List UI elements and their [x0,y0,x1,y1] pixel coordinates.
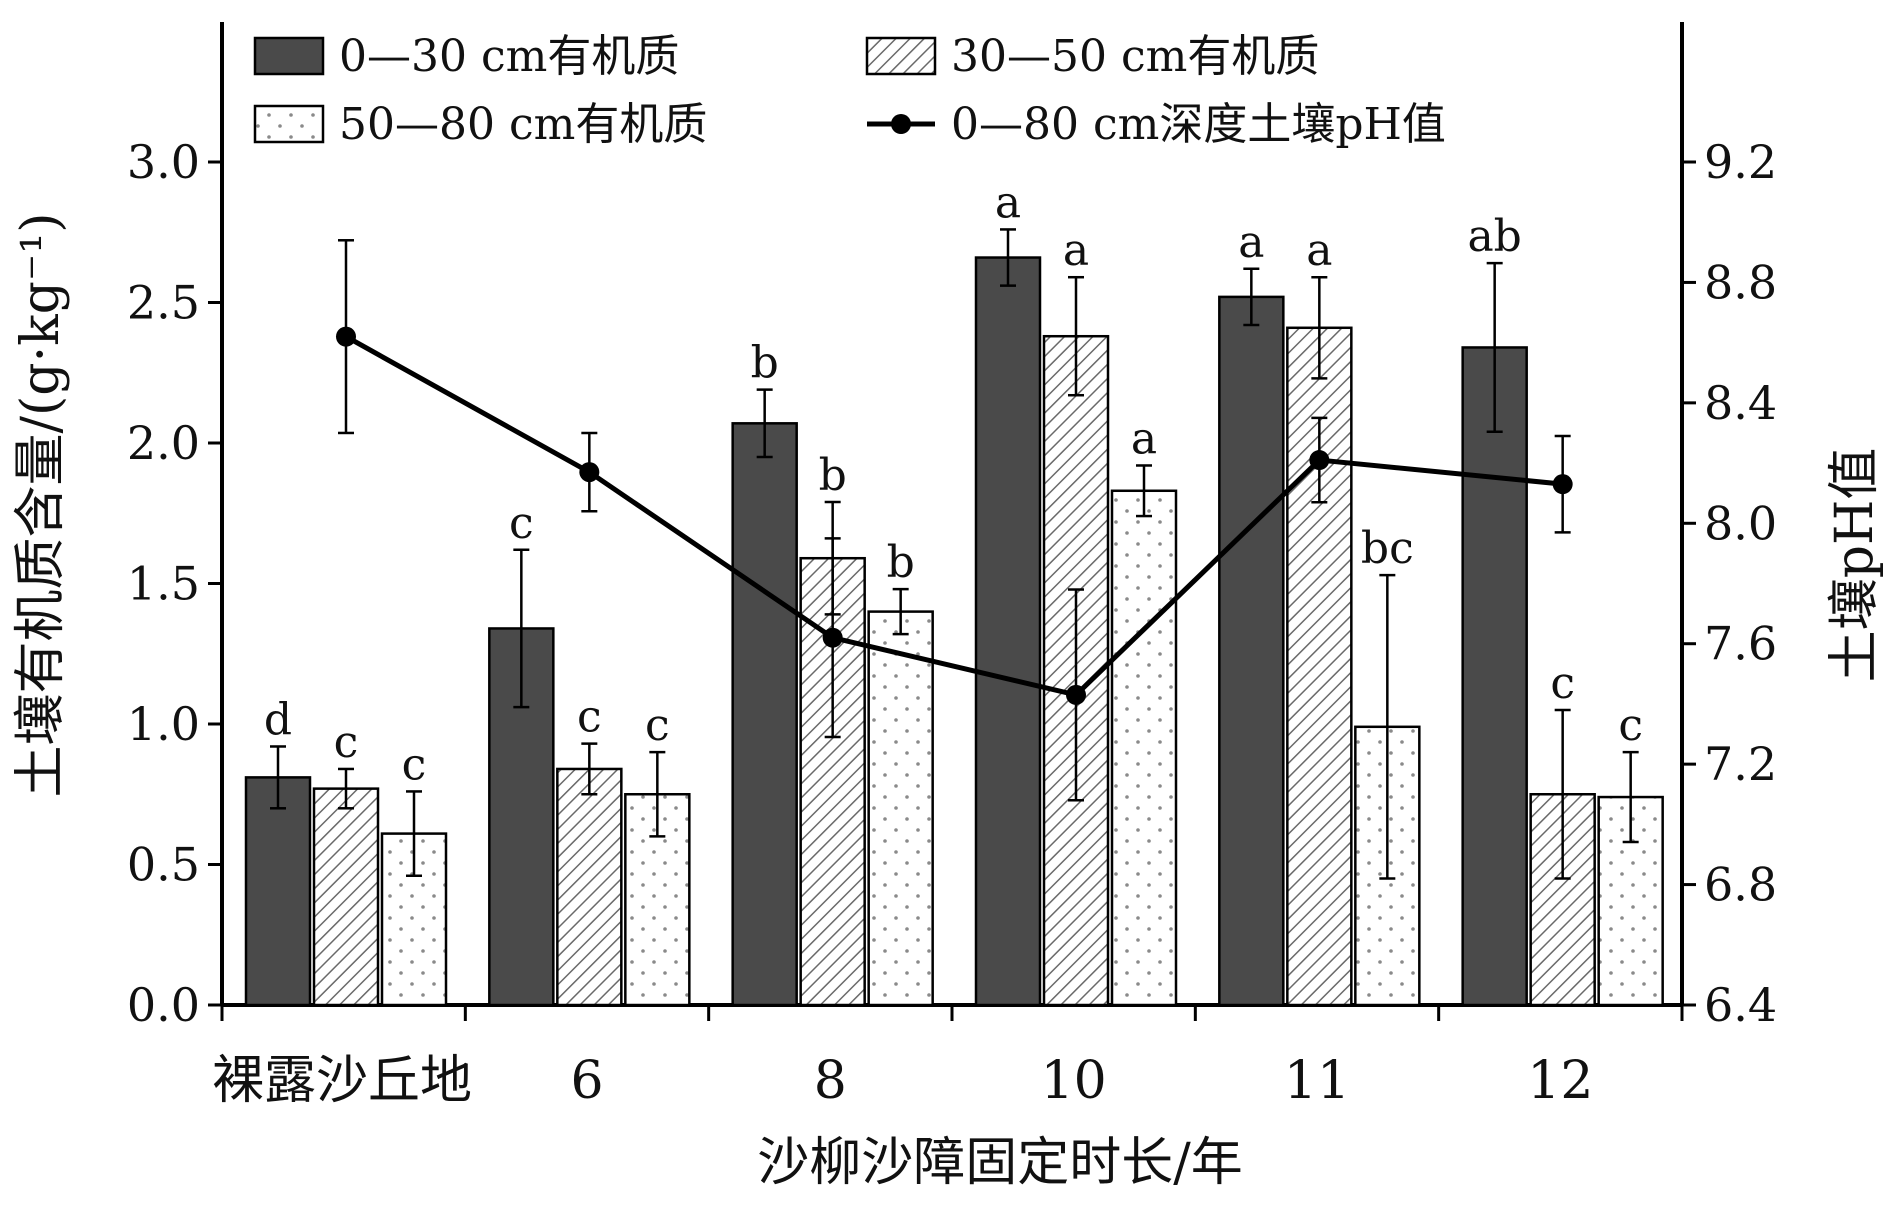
legend-label: 30—50 cm有机质 [951,31,1319,82]
y-tick-label: 1.5 [127,557,200,611]
significance-letter: b [887,537,915,588]
y-tick-label: 0.5 [127,838,200,892]
legend-label: 0—80 cm深度土壤pH值 [951,99,1446,150]
y-tick-label: 2.0 [127,416,200,470]
y2-axis-title: 土壤pH值 [1825,448,1885,683]
ph-point [1309,450,1330,471]
ph-point [336,326,356,347]
y-tick-label: 1.0 [127,697,200,751]
significance-letter: a [1063,225,1089,276]
x-axis-title: 沙柳沙障固定时长/年 [757,1133,1243,1193]
y2-tick-label: 7.2 [1704,737,1777,791]
ph-point [822,627,843,648]
bar [1110,489,1178,1007]
y-axis-title: 土壤有机质含量/(g·kg⁻¹) [11,212,71,797]
plot-area: 0.0 0.5 1.0 1.5 2.0 2.5 3.0 6.4 6.8 7.2 7.6 8.0 8.4 8… [127,22,1777,1111]
significance-letter: bc [1361,523,1414,574]
bar [731,422,798,1007]
y2-tick-label: 8.8 [1704,255,1777,309]
significance-letter: b [751,338,779,389]
significance-letter: c [645,700,670,751]
significance-letter: a [995,177,1021,228]
bar [556,767,623,1007]
significance-letter: a [1306,225,1332,276]
legend-label: 50—80 cm有机质 [339,99,707,150]
y2-tick-label: 8.0 [1704,496,1777,550]
x-tick-label: 12 [1527,1051,1593,1111]
bar [974,256,1042,1007]
significance-letter: d [264,694,292,745]
y-tick-label: 3.0 [127,135,200,189]
bar [867,610,934,1007]
significance-letter: ab [1467,211,1521,262]
bar [1218,295,1285,1007]
legend-label: 0—30 cm有机质 [339,31,679,82]
y2-tick-label: 6.4 [1704,978,1777,1032]
bar [312,787,380,1007]
x-tick-label: 10 [1041,1051,1107,1111]
legend-swatch [253,104,325,144]
significance-letter: c [334,717,359,768]
y2-tick-label: 7.6 [1704,617,1777,671]
legend-swatch [865,36,937,76]
ph-line [344,334,1563,698]
legend-swatch [253,36,325,76]
x-tick-label: 8 [814,1051,847,1111]
significance-letter: c [577,692,602,743]
bar [244,776,312,1007]
y2-tick-label: 8.4 [1704,376,1777,430]
significance-letter: a [1131,413,1157,464]
y-tick-label: 2.5 [127,276,200,330]
significance-letter: c [402,739,427,790]
y2-tick-label: 6.8 [1704,858,1777,912]
significance-letter: c [1618,700,1643,751]
y2-tick-label: 9.2 [1704,135,1777,189]
x-tick-label: 6 [570,1051,603,1111]
significance-letter: c [509,498,534,549]
significance-letter: b [819,450,847,501]
y-tick-label: 0.0 [127,978,200,1032]
x-tick-label: 11 [1284,1051,1350,1111]
bar [1461,346,1528,1007]
legend: 0—30 cm有机质 30—50 cm有机质 50—80 cm有机质 0—80 cm深… [253,31,1446,150]
x-tick-label: 裸露沙丘地 [212,1051,472,1111]
significance-letter: a [1238,217,1264,268]
legend-marker [891,114,911,134]
ph-point [1066,684,1086,705]
ph-point [1552,474,1573,495]
ph-point [579,462,600,483]
significance-letter: c [1550,658,1575,709]
